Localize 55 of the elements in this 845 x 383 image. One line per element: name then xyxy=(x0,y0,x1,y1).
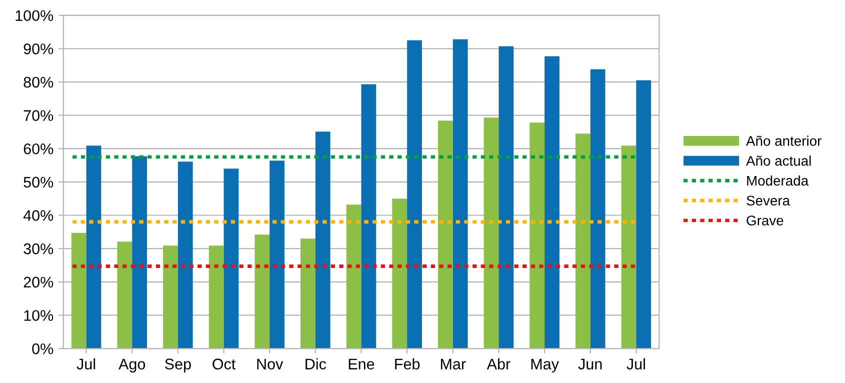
y-tick-label: 0% xyxy=(32,343,54,354)
bar xyxy=(575,134,590,349)
x-tick-label: Dic xyxy=(306,358,326,370)
y-tick-label: 70% xyxy=(24,110,54,121)
bar xyxy=(208,246,224,349)
bar xyxy=(544,56,560,349)
legend-label: Año anterior xyxy=(746,136,822,146)
bar xyxy=(86,146,102,349)
x-tick-label: Nov xyxy=(257,358,284,370)
bar xyxy=(590,69,606,349)
y-tick-label: 80% xyxy=(24,76,54,88)
bar xyxy=(484,118,499,349)
y-tick-label: 10% xyxy=(24,310,54,321)
y-tick-label: 30% xyxy=(24,243,54,254)
legend-label: Moderada xyxy=(747,175,809,186)
y-tick-label: 60% xyxy=(24,143,54,154)
x-tick-label: Abr xyxy=(486,358,510,370)
x-tick-label: Sep xyxy=(165,358,191,372)
y-tick-label: 20% xyxy=(24,276,54,288)
bar xyxy=(438,120,453,349)
x-tick-label: May xyxy=(531,358,559,372)
legend-label: Año actual xyxy=(746,156,811,166)
bar xyxy=(498,46,514,349)
bar xyxy=(621,146,636,349)
x-tick-label: Oct xyxy=(212,358,236,370)
bar xyxy=(407,40,422,349)
bar xyxy=(132,156,148,349)
y-tick-label: 50% xyxy=(24,176,54,188)
bar xyxy=(224,168,239,349)
x-tick-label: Mar xyxy=(440,358,466,370)
bar xyxy=(392,198,408,349)
bar xyxy=(178,162,193,349)
bar xyxy=(163,246,178,349)
bar xyxy=(315,132,330,349)
bar xyxy=(346,204,362,349)
y-tick-label: 100% xyxy=(16,10,54,22)
bar xyxy=(361,84,376,349)
legend-label: Severa xyxy=(746,196,790,206)
legend-label: Grave xyxy=(746,216,784,226)
bar xyxy=(270,160,284,349)
x-tick-label: Jul xyxy=(76,358,96,370)
x-tick-label: Jun xyxy=(578,358,602,370)
bar xyxy=(530,122,545,349)
x-tick-label: Ene xyxy=(348,358,374,370)
bar xyxy=(117,242,132,349)
x-tick-label: Ago xyxy=(118,358,146,372)
bar xyxy=(71,232,86,349)
x-tick-label: Jul xyxy=(626,358,645,370)
bar xyxy=(452,39,468,349)
bar xyxy=(254,234,270,349)
y-tick-label: 40% xyxy=(23,210,54,221)
x-tick-label: Feb xyxy=(395,358,420,370)
y-tick-label: 90% xyxy=(24,44,54,54)
bar xyxy=(636,80,652,349)
bar xyxy=(300,238,316,349)
